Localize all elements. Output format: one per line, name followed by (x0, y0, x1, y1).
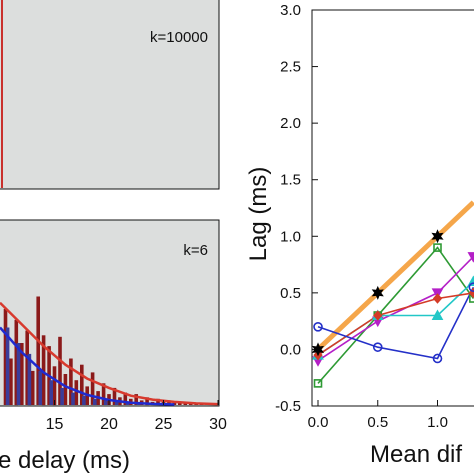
x-tick-label: 0.0 (308, 414, 329, 431)
x-tick-label: 15 (46, 416, 64, 433)
histogram-bar (125, 402, 130, 405)
marker-triangle-down (467, 252, 474, 263)
histogram-bar (41, 335, 46, 406)
marker-triangle-up (431, 309, 444, 320)
marker-circle (372, 342, 383, 352)
histogram-bar (123, 392, 128, 405)
histogram-bar (134, 394, 138, 405)
histogram-bar (114, 401, 119, 405)
histogram-bar (71, 392, 75, 405)
histogram-bar (58, 336, 62, 405)
y-axis-label: Lag (ms) (245, 167, 272, 262)
x-axis-label-right: Mean dif (370, 441, 462, 468)
x-ticks-right: 0.0 0.5 1.0 (308, 400, 448, 431)
histogram-bar (103, 400, 108, 405)
series-line-ideal_line (316, 200, 474, 352)
marker-square (313, 379, 323, 388)
histogram-bar (80, 364, 84, 405)
histogram-bar (82, 395, 86, 405)
marker-diamond (373, 310, 383, 321)
y-tick-label: 1.5 (280, 172, 301, 189)
histogram-bar (14, 319, 19, 406)
marker-star (431, 229, 444, 244)
y-tick-label: 2.5 (280, 59, 301, 76)
series-line-blue_series (317, 286, 474, 360)
histogram-bar (49, 380, 53, 405)
x-tick-label: 25 (155, 416, 173, 433)
fit-curve-curve_red (0, 301, 219, 406)
marker-square (433, 243, 442, 252)
annotation-k10000: k=10000 (150, 29, 208, 46)
y-tick-label: 2.0 (280, 115, 301, 132)
series-line-red_series (317, 292, 474, 356)
histogram-bar (52, 366, 57, 406)
series-lines (311, 200, 474, 388)
marker-diamond (432, 293, 443, 304)
panel-top-left-background (0, 0, 220, 190)
histogram-bar (183, 403, 188, 405)
histogram-bar (167, 400, 171, 405)
histogram-bar (93, 398, 97, 405)
histogram-bar (36, 296, 40, 405)
series-line-magenta (317, 256, 474, 362)
y-tick-label: 0.5 (280, 285, 301, 302)
histogram-bar (27, 353, 32, 406)
fit-curves (0, 301, 219, 406)
y-tick-label: -0.5 (275, 398, 301, 415)
marker-star (371, 285, 384, 300)
histogram-bar (145, 397, 149, 406)
panel-top-left: k=10000 (0, 0, 220, 190)
histogram-bar (5, 327, 10, 405)
x-tick-label: 30 (209, 416, 227, 433)
panel-right: -0.5 0.0 0.5 1.0 1.5 2.0 2.5 3.0 0.0 0.5 1.0 Lag … (245, 2, 474, 468)
histogram-bar (69, 358, 73, 405)
histogram-bar (3, 308, 8, 405)
marker-circle (313, 321, 323, 332)
y-tick-label: 0.0 (280, 341, 301, 358)
x-axis-label-left: e delay (ms) (0, 447, 130, 474)
histogram-bar (112, 387, 117, 405)
series-line-green (317, 246, 474, 384)
histogram-bar (9, 358, 13, 405)
histogram-bar (74, 380, 79, 405)
histogram-bar (63, 374, 68, 405)
histogram-bar (16, 343, 21, 405)
y-ticks-right: -0.5 0.0 0.5 1.0 1.5 2.0 2.5 3.0 (275, 2, 318, 415)
annotation-k6: k=6 (183, 242, 208, 259)
histogram-bar (101, 383, 106, 405)
fit-curve-curve_blue (0, 326, 175, 406)
histogram-bar (156, 398, 160, 405)
histogram-bar (30, 370, 35, 405)
plot-frame-right (311, 9, 474, 407)
histogram-bar (90, 372, 95, 405)
marker-star (311, 342, 325, 357)
histogram-bar (60, 387, 64, 405)
x-tick-label: 1.0 (427, 414, 448, 431)
series-line-cyan (317, 280, 474, 356)
y-tick-label: 1.0 (280, 228, 301, 245)
y-tick-label: 3.0 (280, 2, 301, 19)
histogram-bar (38, 370, 43, 405)
marker-circle (432, 353, 443, 364)
x-tick-label: 0.5 (367, 414, 388, 431)
marker-circle (468, 282, 474, 292)
panel-bottom-left: k=6 15 20 25 30 e delay (ms) (0, 219, 227, 474)
x-tick-label: 20 (100, 416, 118, 433)
histogram-bar (20, 343, 24, 405)
x-ticks-bottom-left: 15 20 25 30 (46, 400, 227, 433)
histogram-bar (25, 330, 29, 405)
